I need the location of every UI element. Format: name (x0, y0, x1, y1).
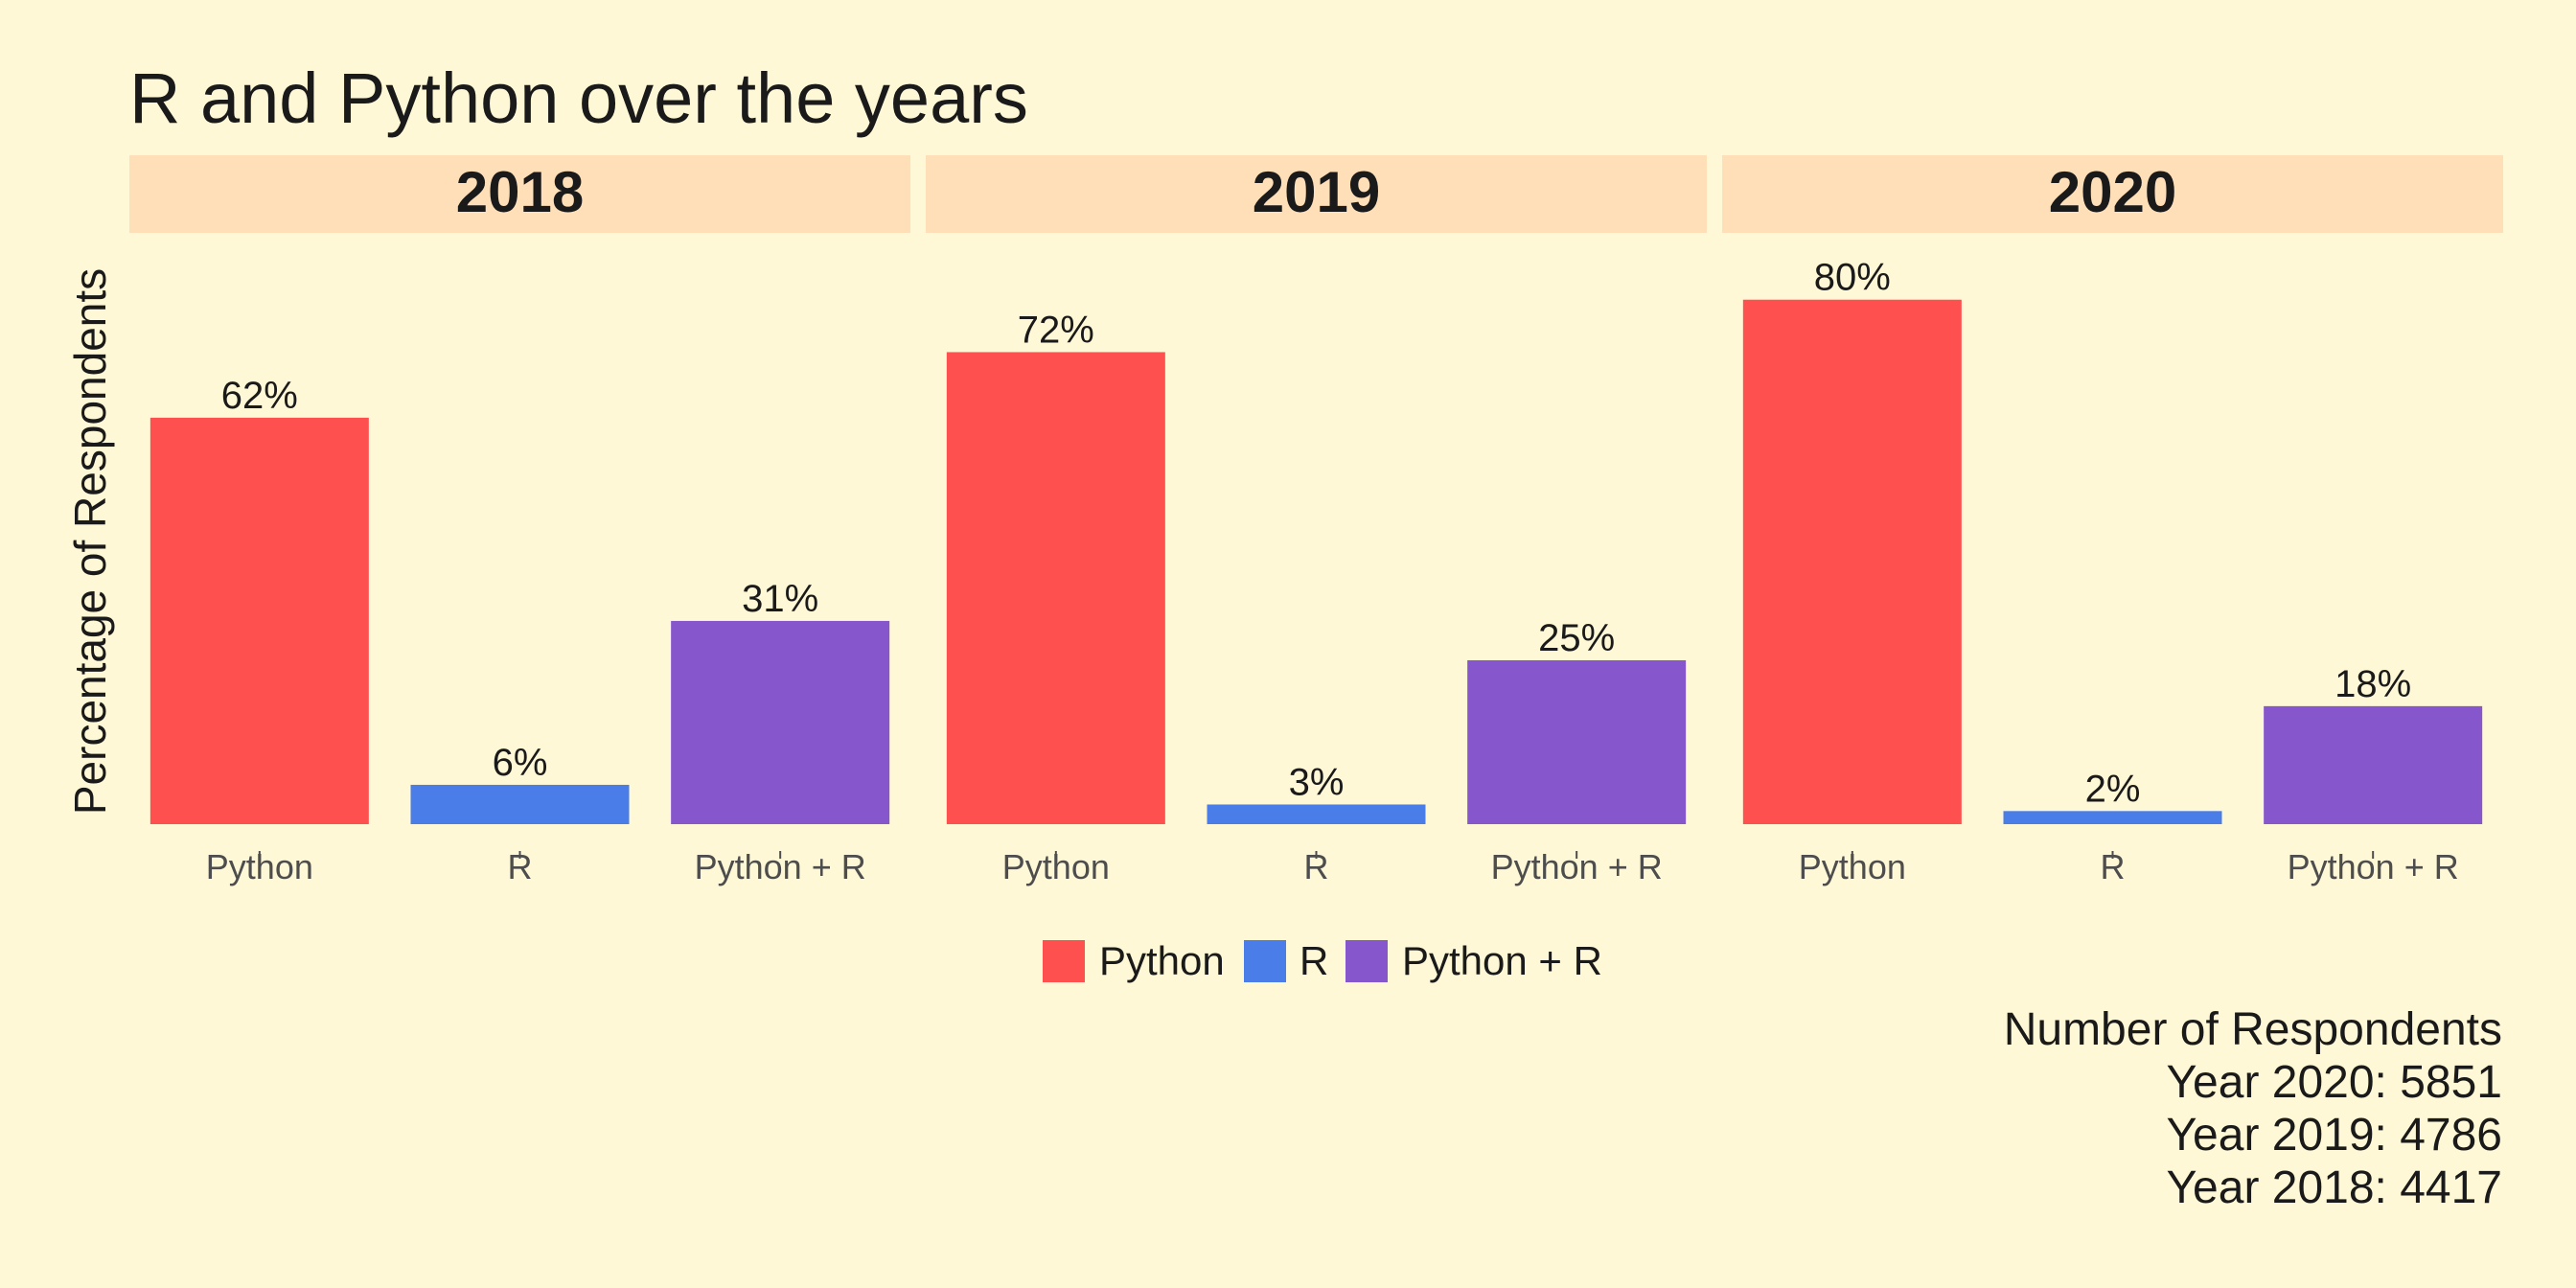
x-tick-label: Python + R (2288, 847, 2459, 886)
caption-line: Year 2018: 4417 (2166, 1162, 2502, 1213)
caption-line: Year 2020: 5851 (2166, 1057, 2502, 1108)
facet-2020: 2020 80% Python 2% R 18% Python + R (1722, 155, 2503, 886)
x-tick-label: R (508, 847, 533, 886)
bar-2019-python-r (1467, 659, 1687, 824)
bar-2020-python (1742, 299, 1962, 824)
bar-2018-python-r (671, 620, 890, 824)
chart-title: R and Python over the years (129, 58, 1028, 138)
facet-2019: 2019 72% Python 3% R 25% Python + R (926, 155, 1707, 886)
x-tick-label: R (2101, 847, 2126, 886)
legend-label: Python + R (1402, 938, 1602, 983)
facet-2018: 2018 62% Python 6% R 31% Python + R (129, 155, 910, 886)
legend-item-python: Python (1043, 938, 1225, 983)
data-label: 18% (2334, 663, 2411, 705)
y-axis-label: Percentage of Respondents (65, 268, 115, 815)
x-tick-label: R (1304, 847, 1329, 886)
data-label: 72% (1018, 309, 1094, 351)
x-tick-label: Python (206, 847, 313, 886)
facet-strip-2018 (129, 155, 910, 233)
data-label: 62% (221, 375, 298, 417)
data-label: 3% (1289, 761, 1345, 803)
legend-item-r: R (1244, 938, 1328, 983)
data-label: 31% (742, 578, 818, 620)
facets-layer: 2018 62% Python 6% R 31% Python + R 2019 72% Pyth… (129, 155, 2503, 886)
legend-swatch-python-r (1346, 940, 1388, 982)
legend-label: Python (1099, 938, 1225, 983)
legend-label: R (1300, 938, 1328, 983)
bar-2019-r (1207, 804, 1426, 824)
data-label: 25% (1538, 617, 1615, 659)
bar-2020-python-r (2264, 705, 2483, 824)
x-tick-label: Python + R (1491, 847, 1663, 886)
legend-swatch-python (1043, 940, 1085, 982)
x-tick-label: Python (1799, 847, 1906, 886)
facet-strip-label: 2018 (456, 160, 584, 224)
bar-2019-python (946, 352, 1165, 824)
caption-line: Number of Respondents (2004, 1004, 2502, 1055)
caption-line: Year 2019: 4786 (2166, 1110, 2502, 1161)
legend: Python R Python + R (1043, 938, 1602, 983)
bar-2018-r (410, 784, 630, 824)
data-label: 2% (2085, 768, 2141, 810)
facet-strip-2020 (1722, 155, 2503, 233)
x-tick-label: Python (1002, 847, 1110, 886)
bar-2018-python (150, 417, 369, 824)
bar-2020-r (2003, 811, 2222, 824)
facet-strip-2019 (926, 155, 1707, 233)
x-tick-label: Python + R (695, 847, 866, 886)
legend-swatch-r (1244, 940, 1286, 982)
facet-strip-label: 2019 (1253, 160, 1380, 224)
legend-item-python-r: Python + R (1346, 938, 1602, 983)
data-label: 6% (493, 742, 548, 784)
facet-strip-label: 2020 (2049, 160, 2176, 224)
data-label: 80% (1814, 257, 1891, 299)
